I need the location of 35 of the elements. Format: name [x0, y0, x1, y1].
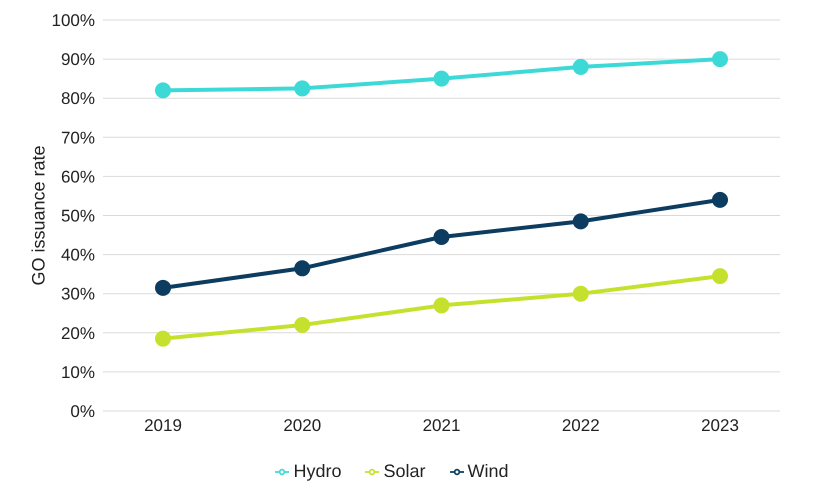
point: [572, 58, 589, 75]
point: [155, 82, 171, 98]
point: [434, 297, 450, 314]
y-tick-label: 20%: [60, 324, 95, 343]
point: [712, 268, 728, 284]
legend-label: Wind: [468, 461, 509, 481]
y-tick-label: 50%: [60, 206, 95, 226]
point: [434, 70, 450, 87]
x-tick-label: 2020: [283, 416, 322, 436]
y-tick-label: 80%: [60, 89, 95, 108]
y-axis-title: GO issuance rate: [28, 145, 48, 286]
y-tick-label: 30%: [60, 284, 95, 304]
point: [434, 229, 450, 246]
point: [294, 316, 310, 333]
y-tick-label: 0%: [70, 402, 95, 422]
legend-label: Hydro: [293, 461, 342, 481]
y-tick-label: 90%: [60, 50, 95, 70]
legend-label: Solar: [383, 461, 426, 481]
y-tick-label: 10%: [60, 362, 95, 382]
point: [294, 80, 310, 96]
y-tick-label: 100%: [52, 11, 95, 30]
point: [572, 213, 589, 230]
x-tick-label: 2021: [422, 416, 460, 436]
point: [155, 330, 171, 347]
point: [712, 51, 728, 68]
x-tick-label: 2019: [144, 416, 182, 436]
x-tick-label: 2023: [701, 416, 739, 436]
point: [155, 280, 171, 296]
x-tick-label: 2022: [562, 416, 600, 436]
y-tick-label: 70%: [60, 128, 95, 148]
point: [294, 260, 310, 276]
y-tick-label: 60%: [60, 167, 95, 186]
point: [712, 192, 728, 208]
point: [572, 286, 589, 302]
y-tick-label: 40%: [60, 246, 95, 265]
